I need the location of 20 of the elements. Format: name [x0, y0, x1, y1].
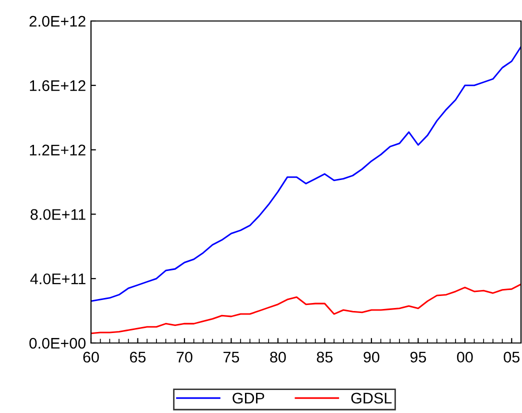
- x-tick-label: 80: [270, 352, 286, 363]
- x-tick-label: 75: [224, 352, 240, 363]
- line-series: [91, 283, 521, 334]
- x-tick-label: 95: [410, 352, 426, 363]
- x-tick-label: 70: [176, 352, 192, 363]
- y-tick-label: 1.6E+12: [30, 80, 86, 92]
- x-tick-label: 00: [457, 352, 473, 363]
- y-tick-label: 2.0E+12: [30, 16, 86, 27]
- legend-label: GDSL: [351, 392, 392, 404]
- x-tick-label: 85: [316, 352, 333, 363]
- y-tick-label: 4.0E+11: [30, 273, 86, 284]
- y-tick-label: 1.2E+12: [30, 144, 86, 156]
- legend-label: GDP: [232, 392, 264, 404]
- y-tick-label: 8.0E+11: [30, 209, 86, 220]
- line-series: [91, 46, 521, 302]
- x-tick-label: 90: [364, 352, 380, 363]
- x-tick-label: 05: [504, 352, 520, 363]
- x-tick-label: 65: [130, 352, 146, 363]
- y-tick-label: 0.0E+00: [29, 338, 86, 349]
- x-tick-label: 60: [83, 352, 99, 363]
